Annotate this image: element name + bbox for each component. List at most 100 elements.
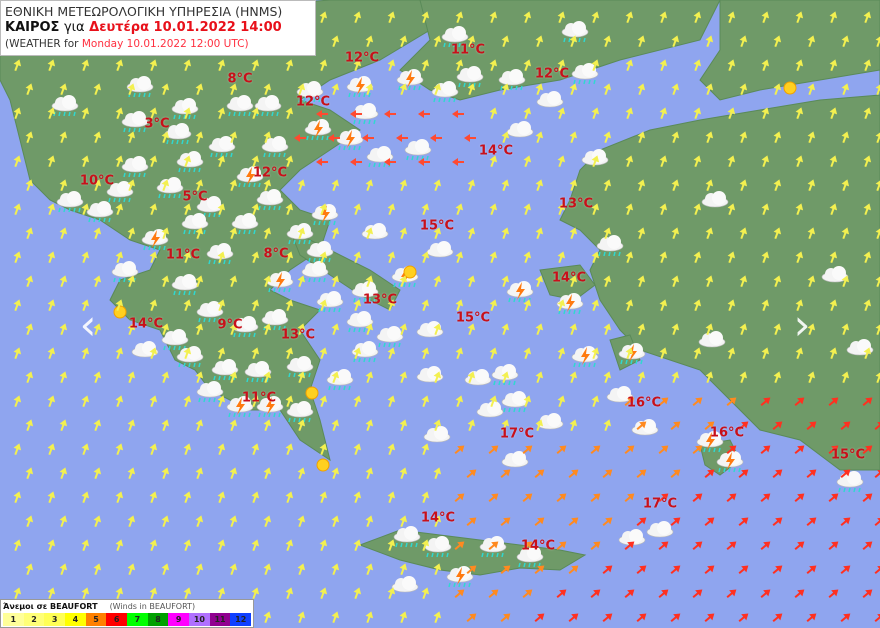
rain-cloud-icon bbox=[196, 381, 224, 403]
wind-arrow-icon bbox=[331, 323, 340, 336]
wind-arrow-icon bbox=[795, 299, 804, 312]
wind-arrow-icon bbox=[568, 469, 579, 478]
wind-arrow-icon bbox=[603, 227, 612, 240]
rain-cloud-icon bbox=[111, 261, 139, 283]
wind-arrow-icon bbox=[569, 275, 578, 288]
wind-arrow-icon bbox=[489, 155, 498, 168]
wind-arrow-icon bbox=[829, 155, 838, 168]
wind-arrow-icon bbox=[316, 158, 328, 166]
wind-arrow-icon bbox=[591, 395, 600, 408]
rain-cloud-icon bbox=[286, 356, 314, 378]
wind-arrow-icon bbox=[568, 565, 579, 574]
wind-arrow-icon bbox=[523, 11, 532, 24]
wind-arrow-icon bbox=[591, 251, 600, 264]
rain-cloud-icon bbox=[231, 316, 259, 338]
wind-arrow-icon bbox=[602, 613, 613, 622]
temperature-label: 13°C bbox=[558, 196, 594, 212]
wind-arrow-icon bbox=[760, 445, 771, 454]
wind-arrow-icon bbox=[557, 107, 566, 120]
wind-arrow-icon bbox=[637, 131, 646, 144]
wind-arrow-icon bbox=[829, 251, 838, 264]
wind-arrow-icon bbox=[229, 467, 238, 480]
wind-arrow-icon bbox=[229, 419, 238, 432]
wind-arrow-icon bbox=[59, 467, 68, 480]
rain-cloud-icon bbox=[164, 123, 192, 145]
cloud-icon bbox=[426, 241, 454, 258]
wind-arrow-icon bbox=[353, 395, 362, 408]
wind-arrow-icon bbox=[421, 443, 430, 456]
temperature-label: 15°C bbox=[419, 218, 455, 234]
wind-arrow-icon bbox=[624, 589, 635, 598]
wind-arrow-icon bbox=[534, 517, 545, 526]
wind-arrow-icon bbox=[535, 275, 544, 288]
wind-arrow-icon bbox=[603, 83, 612, 96]
cloud-icon bbox=[476, 401, 504, 418]
wind-arrow-icon bbox=[399, 227, 408, 240]
wind-arrow-icon bbox=[671, 179, 680, 192]
wind-arrow-icon bbox=[47, 443, 56, 456]
wind-arrow-icon bbox=[217, 299, 226, 312]
wind-arrow-icon bbox=[285, 491, 294, 504]
wind-arrow-icon bbox=[501, 419, 510, 432]
wind-arrow-icon bbox=[387, 59, 396, 72]
wind-arrow-icon bbox=[195, 131, 204, 144]
wind-arrow-icon bbox=[535, 323, 544, 336]
beaufort-cell-9: 9 bbox=[168, 613, 190, 626]
wind-arrow-icon bbox=[602, 565, 613, 574]
wind-arrow-icon bbox=[863, 155, 872, 168]
thunderstorm-icon bbox=[396, 69, 424, 91]
wind-arrow-icon bbox=[399, 419, 408, 432]
wind-arrow-icon bbox=[637, 371, 646, 384]
wind-arrow-icon bbox=[761, 299, 770, 312]
wind-arrow-icon bbox=[331, 563, 340, 576]
wind-arrow-icon bbox=[624, 493, 635, 502]
wind-arrow-icon bbox=[727, 11, 736, 24]
wind-arrow-icon bbox=[556, 589, 567, 598]
rain-cloud-icon bbox=[366, 146, 394, 168]
wind-arrow-icon bbox=[603, 179, 612, 192]
chevron-right-icon: › bbox=[793, 300, 811, 349]
wind-arrow-icon bbox=[454, 445, 465, 454]
wind-arrow-icon bbox=[384, 158, 396, 166]
wind-arrow-icon bbox=[795, 107, 804, 120]
wind-arrow-icon bbox=[452, 110, 464, 118]
wind-arrow-icon bbox=[183, 155, 192, 168]
wind-arrow-icon bbox=[319, 395, 328, 408]
wind-arrow-icon bbox=[149, 395, 158, 408]
wind-arrow-icon bbox=[387, 491, 396, 504]
wind-arrow-icon bbox=[25, 323, 34, 336]
cloud-icon bbox=[646, 521, 674, 538]
wind-arrow-icon bbox=[455, 347, 464, 360]
wind-arrow-icon bbox=[263, 419, 272, 432]
wind-arrow-icon bbox=[637, 83, 646, 96]
wind-arrow-icon bbox=[794, 397, 805, 406]
wind-arrow-icon bbox=[365, 611, 374, 624]
wind-arrow-icon bbox=[25, 563, 34, 576]
cloud-icon bbox=[423, 426, 451, 443]
wind-arrow-icon bbox=[331, 611, 340, 624]
wind-arrow-icon bbox=[569, 35, 578, 48]
wind-arrow-icon bbox=[115, 299, 124, 312]
wind-arrow-icon bbox=[433, 563, 442, 576]
wind-arrow-icon bbox=[297, 371, 306, 384]
wind-arrow-icon bbox=[794, 493, 805, 502]
wind-arrow-icon bbox=[556, 445, 567, 454]
wind-arrow-icon bbox=[523, 251, 532, 264]
wind-arrow-icon bbox=[807, 131, 816, 144]
next-button[interactable]: › bbox=[782, 304, 822, 346]
wind-arrow-icon bbox=[738, 613, 749, 622]
wind-arrow-icon bbox=[556, 493, 567, 502]
wind-arrow-icon bbox=[149, 251, 158, 264]
previous-button[interactable]: ‹ bbox=[68, 304, 108, 346]
wind-arrow-icon bbox=[704, 565, 715, 574]
wind-arrow-icon bbox=[739, 83, 748, 96]
wind-arrow-icon bbox=[693, 107, 702, 120]
wind-arrow-icon bbox=[693, 251, 702, 264]
subtitle-prefix: (WEATHER for bbox=[5, 38, 79, 50]
wind-arrow-icon bbox=[319, 203, 328, 216]
wind-arrow-icon bbox=[362, 134, 374, 142]
wind-arrow-icon bbox=[841, 179, 850, 192]
wind-arrow-icon bbox=[263, 275, 272, 288]
wind-arrow-icon bbox=[692, 493, 703, 502]
wind-arrow-icon bbox=[738, 565, 749, 574]
